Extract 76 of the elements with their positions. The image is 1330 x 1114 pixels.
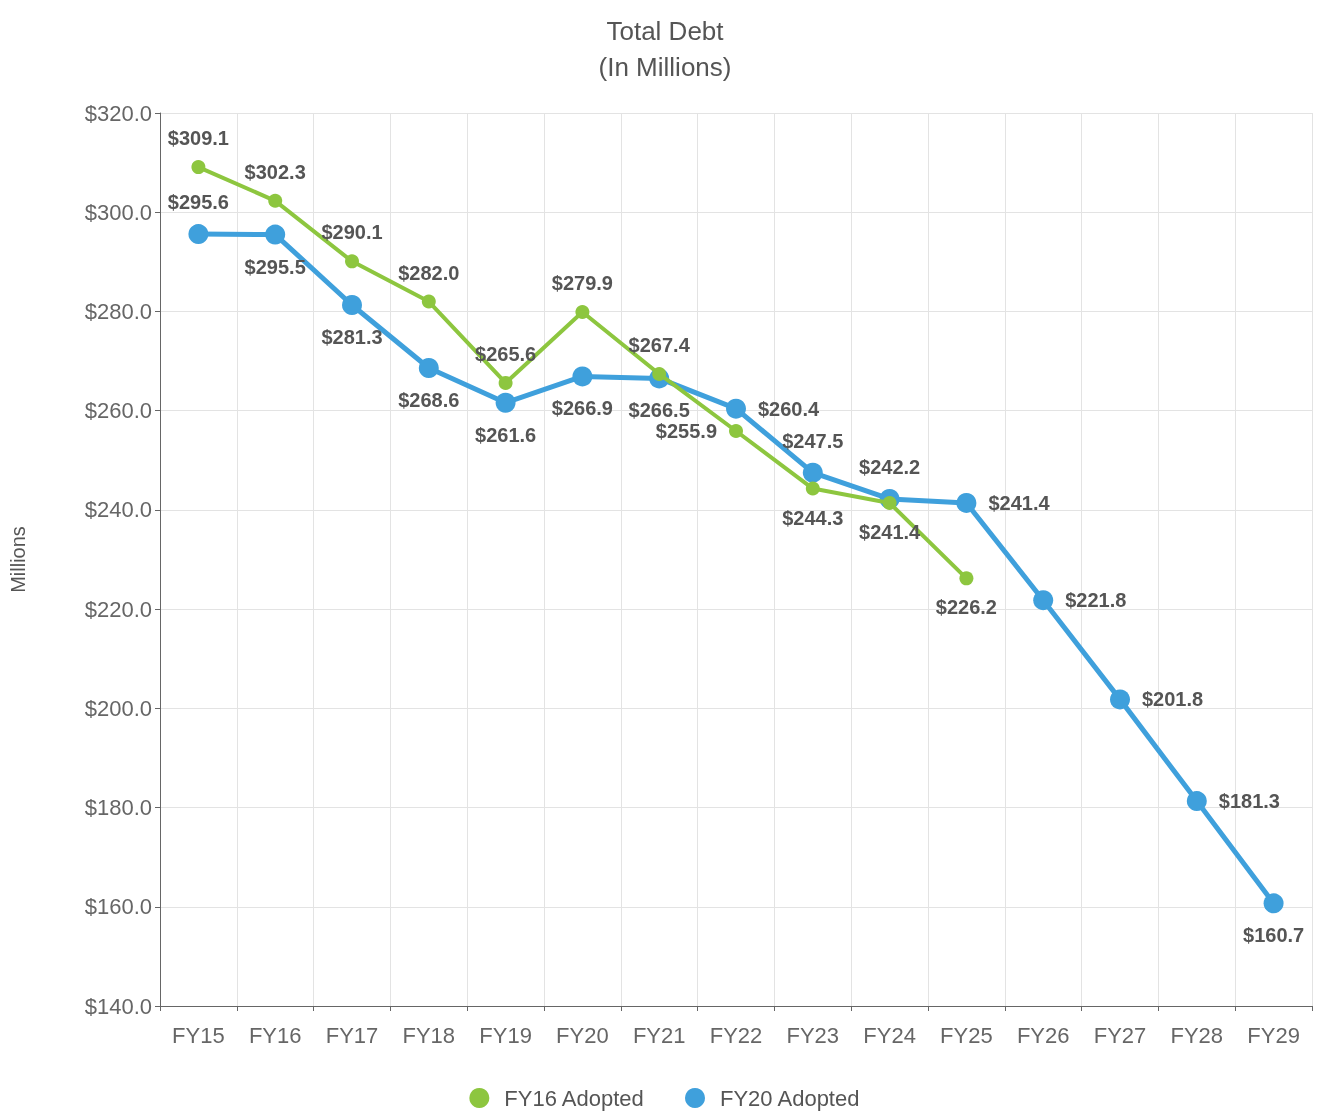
data-label: $247.5 — [782, 429, 844, 452]
x-tick-label: FY16 — [248, 1022, 302, 1048]
point — [729, 424, 743, 438]
data-label: $295.6 — [167, 191, 229, 214]
x-tick-label: FY29 — [1247, 1022, 1300, 1048]
point — [1033, 590, 1054, 611]
data-label: $266.5 — [628, 399, 690, 422]
point — [575, 304, 590, 319]
x-tick-label: FY21 — [632, 1022, 686, 1048]
data-label: $242.2 — [859, 455, 921, 478]
legend-label: FY16 Adopted — [504, 1085, 644, 1111]
y-axis-title: Millions — [7, 526, 29, 593]
x-tick-label: FY19 — [479, 1022, 532, 1048]
point — [191, 160, 206, 175]
x-tick-label: FY17 — [325, 1022, 379, 1048]
data-label: $266.9 — [551, 397, 613, 420]
data-label: $309.1 — [167, 127, 229, 150]
x-tick-label: FY23 — [786, 1022, 840, 1048]
data-label: $255.9 — [655, 420, 717, 443]
data-label: $260.4 — [758, 397, 821, 420]
point — [345, 254, 359, 269]
data-label: $261.6 — [475, 423, 537, 446]
data-label: $201.8 — [1142, 688, 1204, 711]
y-tick-label: $180.0 — [84, 795, 152, 821]
point — [726, 398, 746, 419]
x-tick-label: FY27 — [1093, 1022, 1147, 1048]
y-tick-label: $220.0 — [84, 596, 152, 622]
data-label: $279.9 — [551, 271, 613, 294]
y-tick-label: $300.0 — [84, 199, 152, 225]
x-tick-label: FY26 — [1016, 1022, 1070, 1048]
data-label: $268.6 — [398, 389, 460, 411]
y-tick-label: $240.0 — [84, 497, 152, 523]
point — [265, 224, 286, 245]
x-tick-label: FY20 — [556, 1022, 609, 1048]
data-label: $241.4 — [859, 520, 922, 543]
point — [342, 295, 362, 315]
data-label: $267.4 — [628, 333, 691, 356]
data-label: $282.0 — [398, 261, 460, 284]
point — [805, 481, 820, 496]
point — [1263, 893, 1284, 914]
data-label: $302.3 — [244, 160, 306, 183]
x-tick-label: FY25 — [940, 1022, 993, 1048]
x-tick-label: FY28 — [1170, 1022, 1224, 1048]
point — [498, 375, 513, 390]
chart-title: Total Debt (In Millions) — [598, 16, 732, 82]
y-tick-label: $160.0 — [84, 894, 152, 920]
data-label: $226.2 — [935, 596, 997, 619]
point — [959, 571, 974, 586]
point — [418, 358, 439, 378]
data-label: $244.3 — [782, 506, 844, 529]
point — [802, 462, 823, 483]
point — [495, 392, 516, 413]
x-tick-label: FY22 — [709, 1022, 763, 1048]
x-tick-label: FY18 — [402, 1022, 456, 1048]
data-label: $241.4 — [988, 491, 1051, 514]
y-tick-label: $140.0 — [84, 993, 152, 1019]
y-tick-label: $260.0 — [84, 398, 152, 424]
data-label: $290.1 — [321, 221, 383, 244]
y-tick-label: $320.0 — [84, 100, 152, 126]
data-label: $281.3 — [321, 325, 383, 348]
point — [268, 193, 283, 208]
point — [1186, 791, 1207, 812]
y-tick-label: $200.0 — [84, 695, 152, 721]
point — [421, 294, 436, 309]
data-label: $181.3 — [1218, 790, 1280, 813]
legend-label: FY20 Adopted — [720, 1085, 860, 1111]
x-tick-label: FY15 — [172, 1022, 225, 1048]
data-label: $295.5 — [244, 255, 306, 278]
point — [572, 366, 593, 387]
y-tick-label: $280.0 — [84, 298, 152, 324]
point — [188, 224, 209, 245]
point — [956, 492, 977, 513]
point — [1110, 689, 1130, 710]
data-label: $221.8 — [1065, 589, 1127, 612]
x-tick-label: FY24 — [863, 1022, 916, 1048]
data-label: $160.7 — [1243, 924, 1305, 947]
